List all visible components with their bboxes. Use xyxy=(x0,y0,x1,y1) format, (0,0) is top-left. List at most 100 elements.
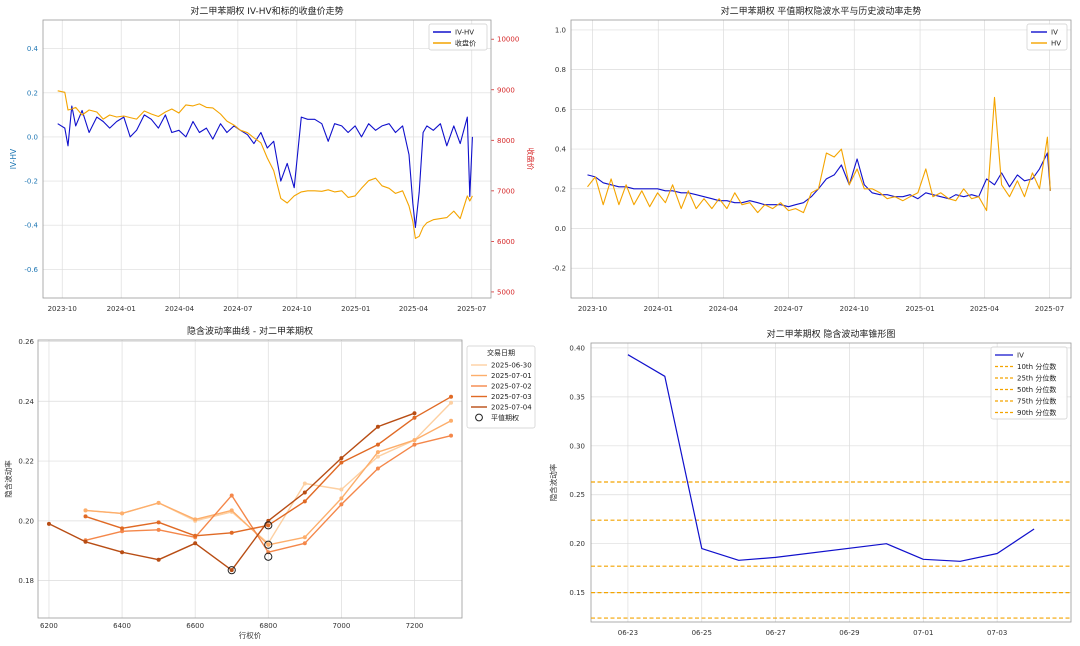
chart-title-2: 对二甲苯期权 平值期权隐波水平与历史波动率走势 xyxy=(721,5,922,17)
atm-marker xyxy=(264,552,273,561)
data-point xyxy=(120,526,125,531)
x-tick-label: 7000 xyxy=(332,622,350,630)
y-tick-label: 0.8 xyxy=(555,66,566,74)
legend-entry: IV-HV xyxy=(455,29,474,37)
y-tick-label: 0.18 xyxy=(18,577,34,585)
y-tick-label: 0.24 xyxy=(18,398,34,406)
x-tick-label: 06-25 xyxy=(692,629,712,637)
y-tick-label: 0.4 xyxy=(555,146,567,154)
plot-frame-1 xyxy=(42,19,492,299)
x-tick-label: 7200 xyxy=(406,622,424,630)
x-tick-label: 6800 xyxy=(259,622,277,630)
data-point xyxy=(412,438,417,443)
x-tick-label: 2023-10 xyxy=(578,305,607,313)
y-tick-label: 1.0 xyxy=(555,26,566,34)
data-point xyxy=(83,508,88,513)
chart-title-1: 对二甲苯期权 IV-HV和标的收盘价走势 xyxy=(190,5,343,17)
y-tick-label: 0.15 xyxy=(569,589,585,597)
y-tick-label: 0.20 xyxy=(569,540,585,548)
y-tick-label: 0.26 xyxy=(18,338,34,346)
data-point xyxy=(412,411,417,416)
y-tick-label: -0.6 xyxy=(24,266,38,274)
y-tick-label: 0.22 xyxy=(18,458,34,466)
y-axis-label: 隐含波动率 xyxy=(548,463,558,501)
series-line-IV xyxy=(627,354,1035,562)
x-tick-label: 2024-07 xyxy=(223,305,252,313)
y-tick-label: 0.30 xyxy=(569,442,585,450)
data-point xyxy=(375,454,380,459)
legend-entry: 75th 分位数 xyxy=(1017,397,1056,406)
legend-entry: 平值期权 xyxy=(491,413,519,422)
data-point xyxy=(302,481,307,486)
data-point xyxy=(120,550,125,555)
y2-tick-label: 7000 xyxy=(497,187,515,195)
y2-axis-label: 收盘价 xyxy=(526,148,536,171)
legend-entry: 2025-07-04 xyxy=(491,404,532,412)
data-point xyxy=(375,466,380,471)
plot-frame-2 xyxy=(570,19,1072,299)
data-point xyxy=(193,517,198,522)
y-tick-label: 0.35 xyxy=(569,393,585,401)
data-point xyxy=(339,456,344,461)
data-point xyxy=(229,530,234,535)
x-tick-label: 2025-04 xyxy=(970,305,1000,313)
x-tick-label: 06-29 xyxy=(839,629,859,637)
legend-entry: 收盘价 xyxy=(455,39,476,48)
legend-entry: 2025-07-03 xyxy=(491,393,532,401)
y-tick-label: 0.40 xyxy=(569,344,585,352)
atm-marker xyxy=(227,566,236,575)
legend-entry: HV xyxy=(1051,40,1061,48)
data-point xyxy=(229,568,234,573)
x-tick-label: 07-01 xyxy=(913,629,933,637)
data-point xyxy=(412,415,417,420)
x-tick-label: 2024-01 xyxy=(107,305,136,313)
data-point xyxy=(449,400,454,405)
y-tick-label: 0.2 xyxy=(27,89,38,97)
data-point xyxy=(449,433,454,438)
atm-marker xyxy=(264,540,273,549)
data-point xyxy=(339,487,344,492)
data-point xyxy=(302,541,307,546)
data-point xyxy=(120,529,125,534)
y2-tick-label: 8000 xyxy=(497,137,515,145)
x-tick-label: 2024-04 xyxy=(165,305,195,313)
data-point xyxy=(375,442,380,447)
data-point xyxy=(302,535,307,540)
data-point xyxy=(229,508,234,513)
plot-frame-3 xyxy=(37,339,463,619)
series-line-2025-07-04 xyxy=(48,412,415,571)
y-tick-label: 0.20 xyxy=(18,517,34,525)
data-point xyxy=(302,499,307,504)
y2-tick-label: 10000 xyxy=(497,36,519,44)
legend-title: 交易日期 xyxy=(487,348,515,357)
y-tick-label: -0.4 xyxy=(24,222,38,230)
y-tick-label: 0.25 xyxy=(569,491,585,499)
data-point xyxy=(193,533,198,538)
data-point xyxy=(46,521,51,526)
x-tick-label: 2024-04 xyxy=(709,305,739,313)
y-tick-label: 0.0 xyxy=(555,225,566,233)
data-point xyxy=(412,442,417,447)
x-tick-label: 2024-10 xyxy=(840,305,869,313)
data-point xyxy=(156,527,161,532)
legend-entry: 2025-07-01 xyxy=(491,372,532,380)
x-tick-label: 6200 xyxy=(40,622,58,630)
legend-entry: IV xyxy=(1051,29,1058,37)
data-point xyxy=(193,541,198,546)
data-point xyxy=(339,502,344,507)
x-tick-label: 06-27 xyxy=(765,629,785,637)
series-line-收盘价 xyxy=(57,90,473,239)
y2-tick-label: 9000 xyxy=(497,86,515,94)
x-tick-label: 2024-01 xyxy=(644,305,673,313)
x-tick-label: 6400 xyxy=(113,622,131,630)
y-tick-label: 0.6 xyxy=(555,106,567,114)
y-tick-label: 0.0 xyxy=(27,133,38,141)
y-tick-label: -0.2 xyxy=(552,265,566,273)
x-tick-label: 2025-01 xyxy=(341,305,370,313)
y-axis-label: IV-HV xyxy=(9,148,18,169)
data-point xyxy=(449,418,454,423)
x-tick-label: 2025-07 xyxy=(1035,305,1064,313)
data-point xyxy=(83,514,88,519)
x-tick-label: 2024-07 xyxy=(774,305,803,313)
data-point xyxy=(339,496,344,501)
